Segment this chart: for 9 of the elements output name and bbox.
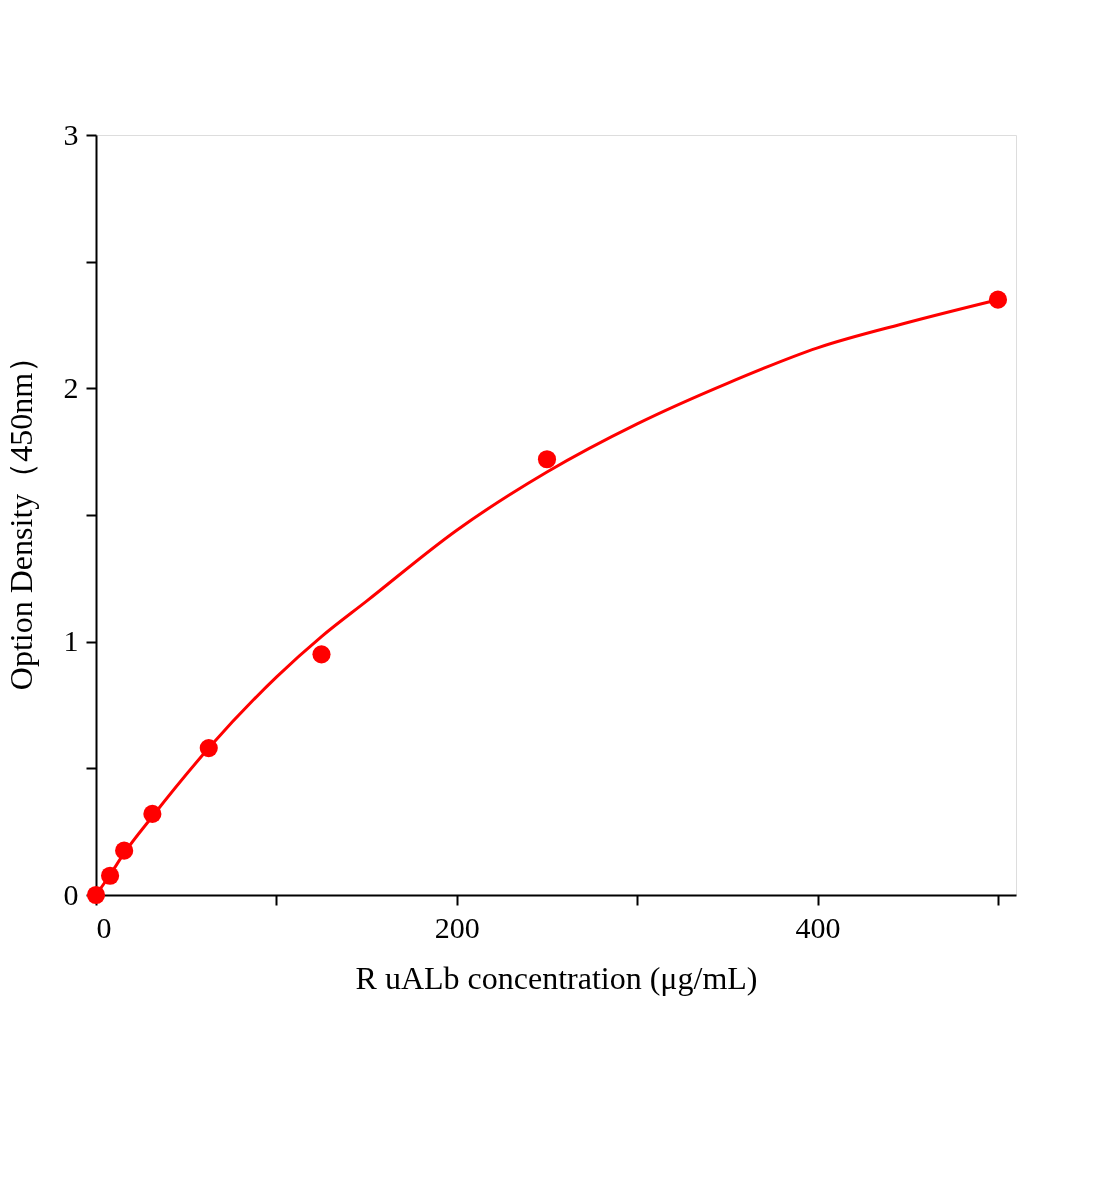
y-tick-label: 2 bbox=[63, 370, 79, 404]
y-axis-title: Option Density（450nm） bbox=[2, 340, 39, 691]
y-tick-label: 0 bbox=[63, 877, 79, 911]
y-tick-label: 1 bbox=[63, 624, 79, 658]
x-tick-label: 200 bbox=[434, 910, 480, 944]
y-tick-label: 3 bbox=[63, 117, 79, 151]
x-axis-title: R uALb concentration (μg/mL) bbox=[355, 959, 758, 996]
x-tick-label: 0 bbox=[96, 910, 112, 944]
x-tick-label: 400 bbox=[795, 910, 841, 944]
